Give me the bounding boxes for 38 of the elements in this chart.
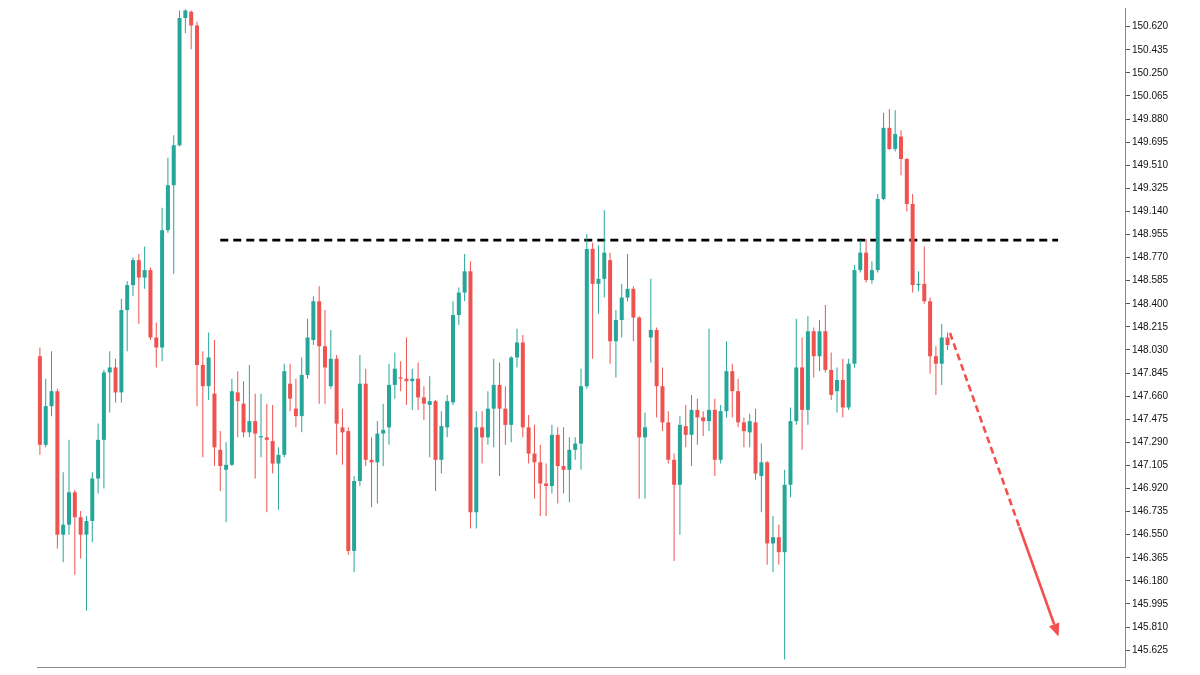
candlestick [643,412,647,499]
y-tick-label: 148.585 [1132,274,1169,286]
candlestick [596,245,601,314]
y-tick-label: 150.435 [1132,43,1169,55]
candlestick [224,442,229,523]
y-tick-label: 147.105 [1132,459,1169,471]
candlestick [340,408,345,465]
y-tick-label: 145.625 [1132,643,1169,655]
candlestick [427,376,432,458]
y-tick-label: 149.695 [1132,135,1169,147]
y-tick-label: 149.510 [1132,159,1169,171]
y-tick-label: 148.955 [1132,228,1169,240]
y-tick-label: 145.810 [1132,620,1169,632]
y-tick-label: 148.030 [1132,343,1169,355]
y-tick-label: 146.180 [1132,574,1169,586]
candlestick [107,351,112,413]
y-tick-label: 149.325 [1132,182,1169,194]
y-tick-label: 146.365 [1132,551,1169,563]
y-tick-label: 148.215 [1132,320,1169,332]
y-tick-label: 146.920 [1132,482,1169,494]
y-tick-label: 146.735 [1132,505,1169,517]
y-tick-label: 147.660 [1132,389,1169,401]
y-tick-label: 148.400 [1132,297,1169,309]
y-tick-label: 147.845 [1132,366,1169,378]
candlestick [561,427,566,494]
y-tick-label: 150.065 [1132,89,1169,101]
y-tick-label: 147.290 [1132,436,1169,448]
y-tick-label: 149.880 [1132,112,1169,124]
y-tick-label: 149.140 [1132,205,1169,217]
candlestick [398,361,403,392]
candlestick [264,403,269,513]
candlestick [381,403,386,467]
y-tick-label: 146.550 [1132,528,1169,540]
y-tick-label: 148.770 [1132,251,1169,263]
y-tick-label: 145.995 [1132,597,1169,609]
y-tick-label: 150.620 [1132,20,1169,32]
y-tick-label: 147.475 [1132,413,1169,424]
y-tick-label: 150.250 [1132,66,1169,78]
